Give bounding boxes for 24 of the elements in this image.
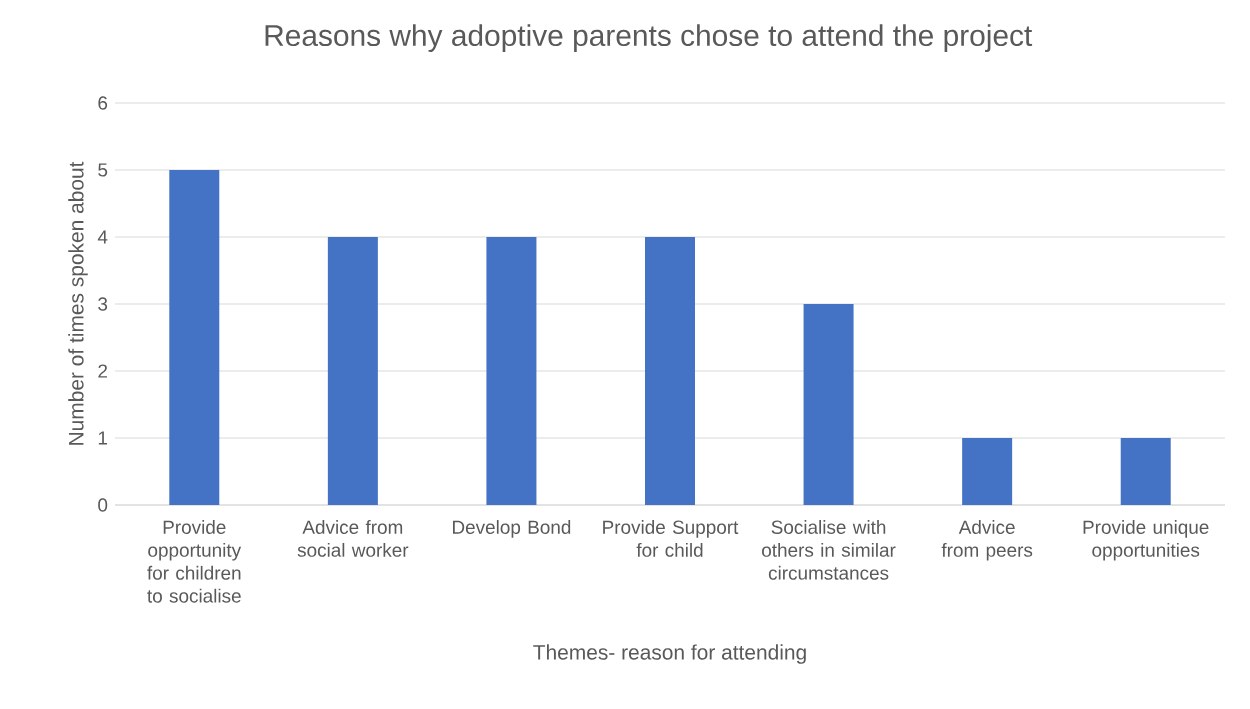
x-tick-label: Provide opportunity for children to socialise	[147, 520, 242, 603]
y-tick-label: 5	[98, 163, 108, 177]
y-tick-label: 2	[98, 364, 108, 378]
x-tick-label: Develop Bond	[453, 520, 571, 538]
y-tick-label: 4	[97, 230, 108, 244]
bar	[486, 237, 537, 505]
bar	[803, 304, 854, 505]
x-tick-label: Advice from peers	[941, 520, 1033, 561]
bar	[169, 170, 220, 505]
bar	[1120, 438, 1171, 505]
x-tick-label: Provide Support for child	[603, 520, 739, 557]
y-tick-label: 1	[98, 431, 108, 445]
x-axis-title: Themes- reason for attending	[533, 644, 806, 664]
y-axis-title: Number of times spoken about	[68, 161, 88, 445]
bar	[645, 237, 695, 505]
chart-title: Reasons why adoptive parents chose to attend the project	[265, 24, 1033, 52]
y-tick-label: 0	[98, 498, 108, 512]
y-tick-label: 3	[98, 297, 108, 311]
y-tick-label: 6	[98, 96, 108, 110]
bar	[327, 237, 378, 505]
bar	[962, 438, 1013, 505]
x-tick-label: Provide unique opportunities	[1083, 520, 1209, 561]
x-tick-label: Socialise with others in similar circumstances	[762, 520, 896, 580]
x-tick-label: Advice from social worker	[297, 520, 409, 557]
